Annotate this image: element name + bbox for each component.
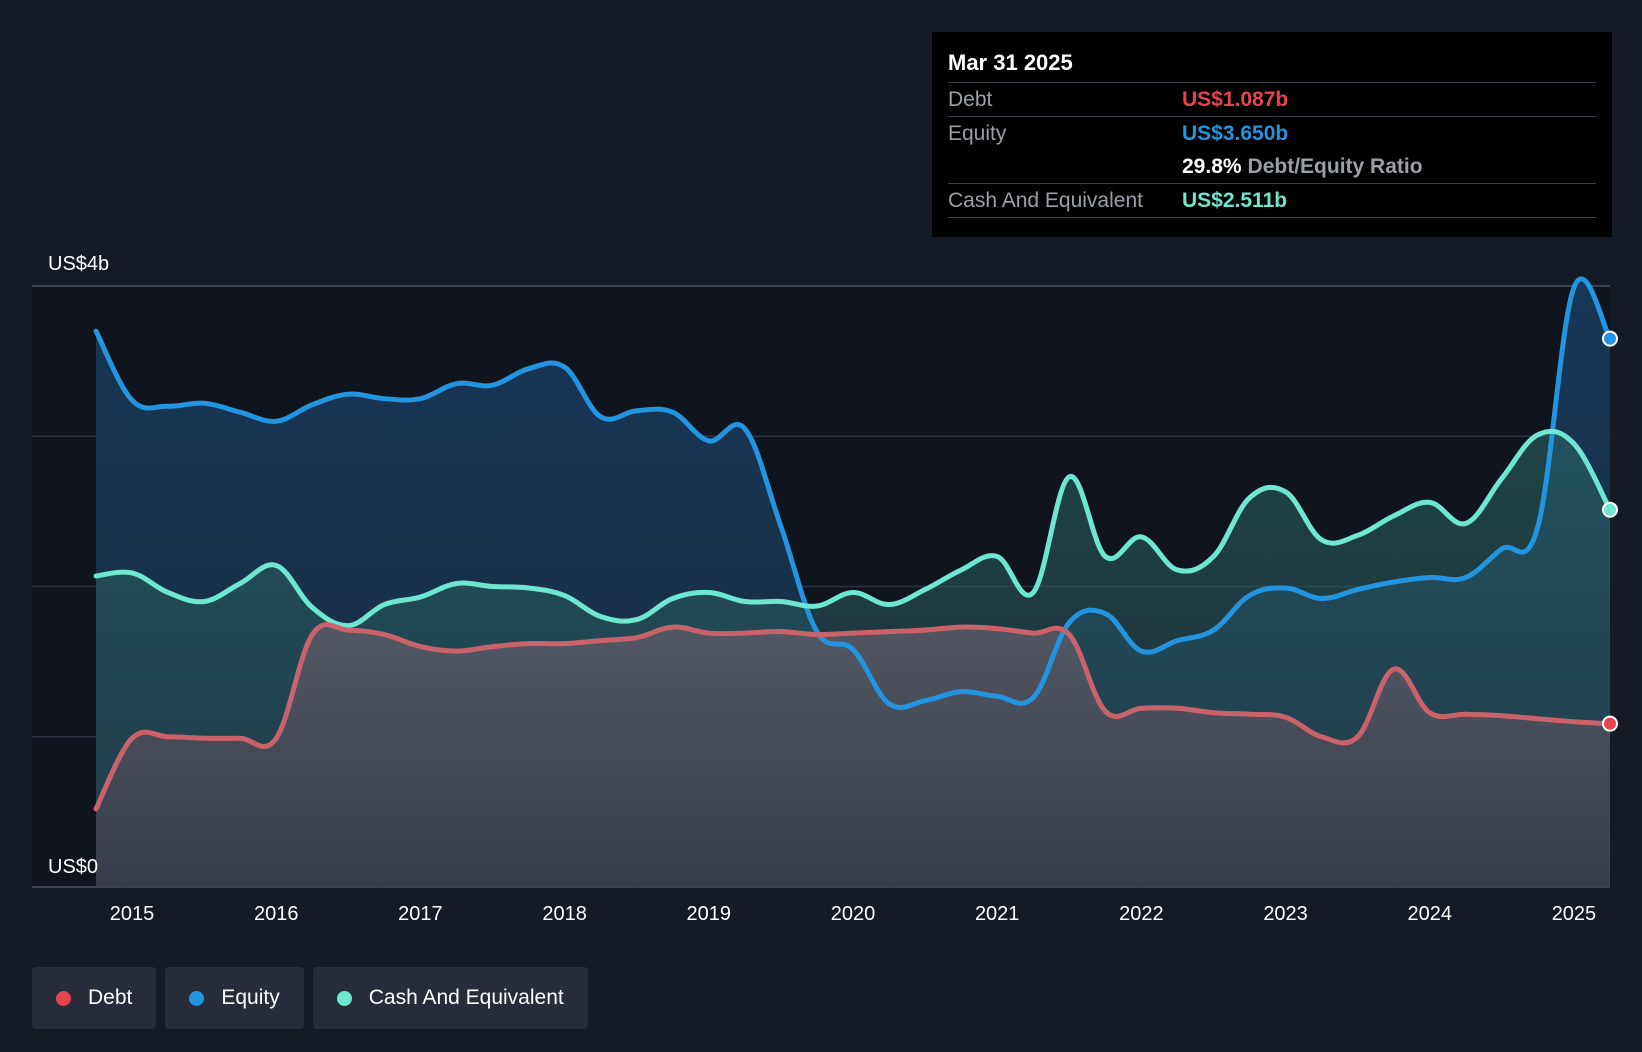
tooltip-equity-value: US$3.650b xyxy=(1182,121,1289,145)
legend-label-debt: Debt xyxy=(88,986,133,1009)
tooltip-ratio-label: Debt/Equity Ratio xyxy=(1247,154,1423,178)
x-tick-label: 2018 xyxy=(542,903,587,925)
debt-line xyxy=(93,622,1613,812)
tooltip-ratio-row: 29.8% Debt/Equity Ratio xyxy=(948,150,1596,183)
x-tick-label: 2025 xyxy=(1552,903,1597,925)
tooltip-cash-value: US$2.511b xyxy=(1182,188,1288,212)
x-tick-label: 2022 xyxy=(1119,903,1164,925)
tooltip-debt-row: Debt US$1.087b xyxy=(948,82,1596,116)
x-tick-label: 2017 xyxy=(398,903,443,925)
tooltip-cash-row: Cash And Equivalent US$2.511b xyxy=(948,183,1596,218)
legend-item-equity[interactable]: Equity xyxy=(165,967,304,1029)
tooltip-ratio-value: 29.8% xyxy=(1182,154,1242,178)
x-tick-label: 2019 xyxy=(687,903,732,925)
series-areas xyxy=(96,278,1610,887)
cash-line xyxy=(93,428,1613,629)
series-endpoints xyxy=(1602,330,1618,732)
legend-label-equity: Equity xyxy=(221,986,280,1009)
equity-dot-icon xyxy=(189,990,205,1006)
legend: Debt Equity Cash And Equivalent xyxy=(32,967,597,1029)
legend-label-cash: Cash And Equivalent xyxy=(368,986,564,1009)
equity-endpoint xyxy=(1602,330,1618,347)
legend-item-debt[interactable]: Debt xyxy=(32,967,157,1029)
tooltip-equity-label: Equity xyxy=(948,121,1007,145)
series-lines xyxy=(93,276,1613,812)
x-tick-label: 2016 xyxy=(254,903,299,925)
tooltip-equity-row: Equity US$3.650b xyxy=(948,116,1596,150)
tooltip-panel: Mar 31 2025 Debt US$1.087b Equity US$3.6… xyxy=(932,32,1612,237)
tooltip-date: Mar 31 2025 xyxy=(948,50,1073,75)
x-tick-label: 2021 xyxy=(975,903,1020,925)
y-axis-label-bottom: US$0 xyxy=(48,856,98,878)
x-tick-label: 2015 xyxy=(110,903,155,925)
legend-item-cash[interactable]: Cash And Equivalent xyxy=(312,967,588,1029)
cash-dot-icon xyxy=(336,990,352,1006)
tooltip-debt-label: Debt xyxy=(948,87,993,111)
x-axis-ticks: 2015 2016 2017 2018 2019 2020 2021 2022 2023 2024… xyxy=(110,903,1596,925)
debt-area xyxy=(96,624,1610,887)
equity-line xyxy=(93,276,1613,710)
x-tick-label: 2024 xyxy=(1408,903,1453,925)
cash-endpoint xyxy=(1602,501,1618,518)
x-tick-label: 2020 xyxy=(831,903,876,925)
y-axis-label-top: US$4b xyxy=(48,253,109,275)
debt-dot-icon xyxy=(56,990,71,1006)
debt-endpoint xyxy=(1602,715,1618,732)
x-tick-label: 2023 xyxy=(1263,903,1308,925)
tooltip-debt-value: US$1.087b xyxy=(1182,87,1289,111)
tooltip-cash-label: Cash And Equivalent xyxy=(948,188,1143,212)
